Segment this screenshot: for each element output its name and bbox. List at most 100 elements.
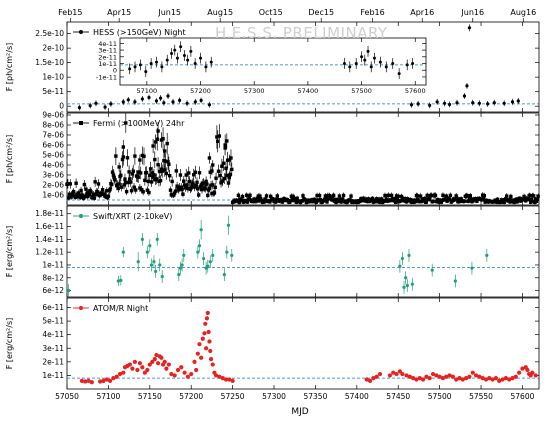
data-point [324,196,328,201]
data-point [528,193,532,198]
y-tick-label: 4e-11 [42,330,64,339]
data-point [79,378,85,383]
data-point [341,197,345,201]
data-point [204,346,209,351]
data-point [212,191,217,195]
data-point [98,379,103,384]
data-point [435,100,439,104]
data-point [391,370,396,375]
x-tick-label: 57100 [136,87,157,95]
x-tick-label: 57100 [96,392,120,401]
data-point [71,189,76,194]
data-point [167,162,171,166]
data-point [149,180,154,184]
data-point [295,196,299,201]
data-point [187,171,191,175]
y-tick-label: 1.4e-11 [35,235,64,244]
top-tick-label: Aug16 [510,8,536,17]
data-point [397,72,401,76]
data-point [497,378,502,383]
data-point [526,197,530,201]
data-point [273,200,278,204]
data-point [431,199,435,203]
data-point [107,378,113,383]
data-point [87,192,92,197]
data-point [135,367,140,373]
data-point [121,250,125,254]
y-tick-label: 2e-06 [42,181,64,190]
data-point [215,135,219,139]
data-point [404,200,409,204]
data-point [137,361,142,366]
y-tick-label: 0 [59,102,64,111]
data-point [144,170,149,175]
data-point [145,188,150,192]
data-point [77,106,82,110]
data-point [330,198,334,202]
data-point [389,193,394,198]
data-point [203,321,208,326]
data-point [379,197,384,201]
data-point [214,176,218,180]
data-point [429,193,434,198]
data-point [165,58,169,62]
data-point [86,190,91,195]
data-point [208,260,212,264]
data-point [275,194,280,198]
data-point [133,65,137,69]
data-point [148,244,152,248]
data-point [244,193,249,197]
y-tick-label: 4e-06 [42,161,64,170]
data-point [146,179,150,184]
data-point [196,193,201,197]
data-point [139,187,144,192]
data-point [462,199,467,203]
data-point [405,63,409,67]
data-point [154,99,159,103]
data-point [264,194,269,198]
data-point [387,373,393,378]
data-point [248,193,252,198]
data-point [411,62,415,66]
data-point [156,129,160,133]
x-tick-label: 57150 [138,392,162,401]
data-point [293,198,298,203]
y-axis-label: F [ph/cm²/s] [5,43,14,92]
data-point [439,200,443,204]
data-point [445,199,449,203]
panel-swift: 6e-12 8e-12 1e-11 1.2e-11 1.4e-11 1.6e-11 1.8e… [5,205,540,298]
data-point [138,63,142,67]
data-point [174,169,179,173]
data-point [204,65,208,69]
x-tick-label: 57600 [405,87,426,95]
data-point [127,170,131,174]
data-point [86,378,91,383]
data-point [483,377,489,382]
data-point [230,253,234,257]
x-tick-label: 57200 [190,87,211,95]
data-point [155,237,159,241]
data-point [178,266,183,270]
data-point [454,194,458,198]
data-point [111,173,116,177]
data-point [405,283,409,288]
x-tick-label: 57550 [469,392,493,401]
y-tick-label: 4e-11 [98,40,117,48]
data-point [418,194,423,198]
data-point [301,194,305,198]
data-point [400,256,404,261]
data-point [448,193,453,198]
data-point [179,45,183,49]
data-point [217,374,222,379]
data-point [84,187,88,191]
data-point [163,159,168,163]
y-tick-label: 7e-06 [42,131,64,140]
data-point [255,196,260,201]
data-point [187,179,192,184]
x-tick-label: 57050 [55,392,79,401]
data-point [220,376,225,381]
data-point [500,377,505,382]
data-point [192,359,197,364]
data-point [394,371,399,377]
data-point [455,196,459,201]
